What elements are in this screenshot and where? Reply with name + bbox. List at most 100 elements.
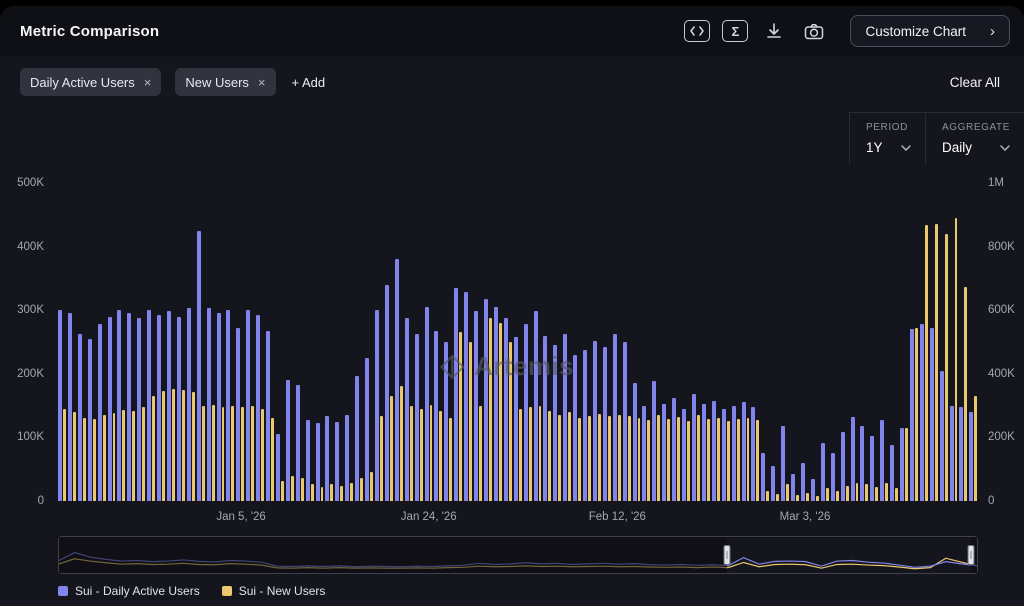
bar-group[interactable] — [286, 183, 294, 501]
bar-group[interactable] — [831, 183, 839, 501]
bar-group[interactable] — [860, 183, 868, 501]
bar-group[interactable] — [494, 183, 502, 501]
bar-group[interactable] — [68, 183, 76, 501]
range-navigator[interactable] — [58, 536, 978, 574]
download-button[interactable] — [760, 19, 788, 43]
customize-chart-button[interactable]: Customize Chart › — [850, 15, 1010, 47]
bar-group[interactable] — [573, 183, 581, 501]
bar-group[interactable] — [78, 183, 86, 501]
bar-group[interactable] — [652, 183, 660, 501]
bar-group[interactable] — [841, 183, 849, 501]
embed-code-button[interactable] — [684, 20, 710, 42]
bar-group[interactable] — [633, 183, 641, 501]
bar-group[interactable] — [524, 183, 532, 501]
clear-all-button[interactable]: Clear All — [950, 75, 1000, 90]
bar-group[interactable] — [534, 183, 542, 501]
bar-group[interactable] — [464, 183, 472, 501]
bar-group[interactable] — [325, 183, 333, 501]
bar-group[interactable] — [306, 183, 314, 501]
bar-group[interactable] — [246, 183, 254, 501]
bar-group[interactable] — [425, 183, 433, 501]
bar-group[interactable] — [157, 183, 165, 501]
bar-group[interactable] — [920, 183, 928, 501]
bar-group[interactable] — [959, 183, 967, 501]
formula-button[interactable]: Σ — [722, 20, 748, 42]
bar-group[interactable] — [88, 183, 96, 501]
bar-group[interactable] — [583, 183, 591, 501]
bar-group[interactable] — [217, 183, 225, 501]
bar-group[interactable] — [761, 183, 769, 501]
bar-group[interactable] — [444, 183, 452, 501]
bar-group[interactable] — [276, 183, 284, 501]
bar-group[interactable] — [484, 183, 492, 501]
bar-group[interactable] — [543, 183, 551, 501]
bar-group[interactable] — [930, 183, 938, 501]
bar-group[interactable] — [236, 183, 244, 501]
bar-group[interactable] — [434, 183, 442, 501]
navigator-handle-right[interactable] — [967, 545, 974, 565]
bar-group[interactable] — [177, 183, 185, 501]
bar-group[interactable] — [197, 183, 205, 501]
bar-group[interactable] — [187, 183, 195, 501]
bar-group[interactable] — [127, 183, 135, 501]
bar-group[interactable] — [702, 183, 710, 501]
bar-group[interactable] — [623, 183, 631, 501]
bar-plot[interactable] — [58, 183, 978, 501]
bar-group[interactable] — [642, 183, 650, 501]
bar-group[interactable] — [712, 183, 720, 501]
bar-group[interactable] — [791, 183, 799, 501]
chip-close-icon[interactable]: × — [258, 75, 266, 90]
bar-group[interactable] — [781, 183, 789, 501]
aggregate-select[interactable]: Daily — [942, 140, 1010, 155]
chip-daily-active-users[interactable]: Daily Active Users × — [20, 68, 161, 96]
bar-group[interactable] — [226, 183, 234, 501]
navigator-handle-left[interactable] — [724, 545, 731, 565]
bar-group[interactable] — [851, 183, 859, 501]
bar-group[interactable] — [771, 183, 779, 501]
bar-group[interactable] — [732, 183, 740, 501]
chip-close-icon[interactable]: × — [144, 75, 152, 90]
bar-group[interactable] — [613, 183, 621, 501]
bar-group[interactable] — [335, 183, 343, 501]
bar-group[interactable] — [316, 183, 324, 501]
bar-group[interactable] — [900, 183, 908, 501]
bar-group[interactable] — [672, 183, 680, 501]
add-metric-button[interactable]: + Add — [292, 75, 326, 90]
bar-group[interactable] — [365, 183, 373, 501]
bar-group[interactable] — [870, 183, 878, 501]
bar-group[interactable] — [355, 183, 363, 501]
bar-group[interactable] — [345, 183, 353, 501]
bar-group[interactable] — [117, 183, 125, 501]
bar-group[interactable] — [207, 183, 215, 501]
bar-group[interactable] — [940, 183, 948, 501]
bar-group[interactable] — [504, 183, 512, 501]
bar-group[interactable] — [692, 183, 700, 501]
bar-group[interactable] — [108, 183, 116, 501]
bar-group[interactable] — [385, 183, 393, 501]
bar-group[interactable] — [415, 183, 423, 501]
bar-group[interactable] — [405, 183, 413, 501]
bar-group[interactable] — [296, 183, 304, 501]
bar-group[interactable] — [751, 183, 759, 501]
bar-group[interactable] — [256, 183, 264, 501]
legend-item-dau[interactable]: Sui - Daily Active Users — [58, 584, 200, 598]
bar-group[interactable] — [514, 183, 522, 501]
screenshot-button[interactable] — [800, 19, 828, 43]
bar-group[interactable] — [563, 183, 571, 501]
navigator-mask-left[interactable] — [59, 537, 727, 573]
bar-group[interactable] — [593, 183, 601, 501]
bar-group[interactable] — [950, 183, 958, 501]
bar-group[interactable] — [682, 183, 690, 501]
bar-group[interactable] — [811, 183, 819, 501]
bar-group[interactable] — [553, 183, 561, 501]
bar-group[interactable] — [137, 183, 145, 501]
bar-group[interactable] — [98, 183, 106, 501]
bar-group[interactable] — [890, 183, 898, 501]
bar-group[interactable] — [395, 183, 403, 501]
bar-group[interactable] — [821, 183, 829, 501]
bar-group[interactable] — [167, 183, 175, 501]
bar-group[interactable] — [801, 183, 809, 501]
bar-group[interactable] — [474, 183, 482, 501]
bar-group[interactable] — [880, 183, 888, 501]
bar-group[interactable] — [742, 183, 750, 501]
